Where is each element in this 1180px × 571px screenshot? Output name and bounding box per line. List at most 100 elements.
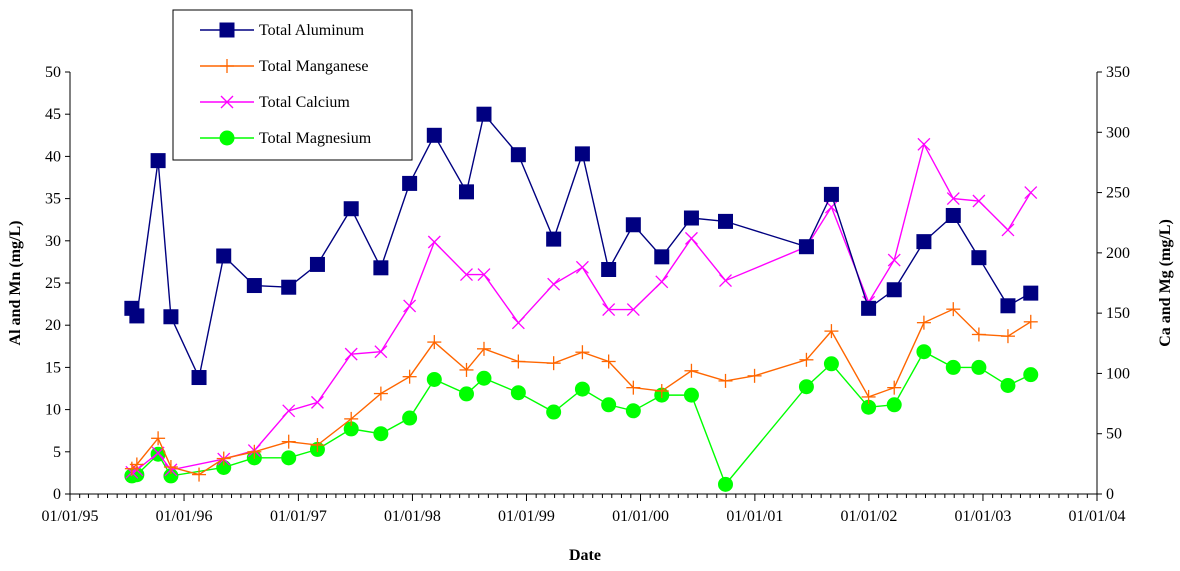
marker-stroke bbox=[824, 200, 838, 214]
legend-item-total-calcium: Total Calcium bbox=[200, 94, 350, 111]
axes: 0 5 10 15 20 25 30 35 40 45 50 0 50 100 150 200 250 300 35… bbox=[42, 64, 1130, 525]
data-point-total-calcium bbox=[946, 192, 960, 206]
marker-stroke bbox=[460, 268, 473, 282]
data-point-total-calcium bbox=[1001, 223, 1015, 237]
legend-label: Total Magnesium bbox=[259, 130, 372, 147]
x-tick-label: 01/01/98 bbox=[384, 508, 441, 525]
data-point-total-aluminum bbox=[945, 207, 961, 223]
x-tick-label: 01/01/02 bbox=[840, 508, 897, 525]
y-left-tick-label: 20 bbox=[45, 317, 61, 334]
data-point-total-aluminum bbox=[426, 127, 442, 143]
data-point-total-manganese bbox=[511, 354, 526, 369]
data-point-total-manganese bbox=[799, 352, 814, 367]
data-point-total-manganese bbox=[916, 315, 931, 330]
y-left-tick-label: 35 bbox=[45, 191, 61, 208]
series-line-total-magnesium bbox=[131, 350, 1032, 486]
legend-label: Total Manganese bbox=[259, 58, 369, 75]
marker-stroke bbox=[403, 299, 417, 313]
x-tick-label: 01/01/95 bbox=[42, 508, 99, 525]
marker-stroke bbox=[575, 260, 589, 274]
data-point-total-aluminum bbox=[718, 213, 734, 229]
x-tick-label: 01/01/04 bbox=[1069, 508, 1126, 525]
data-point-total-manganese bbox=[129, 457, 144, 472]
y-right-tick-label: 150 bbox=[1106, 305, 1130, 322]
data-point-total-magnesium bbox=[476, 370, 492, 386]
data-point-total-calcium bbox=[282, 404, 296, 418]
data-point-total-magnesium bbox=[281, 450, 297, 466]
marker-stroke bbox=[344, 347, 358, 361]
y-right-tick-label: 350 bbox=[1106, 64, 1130, 81]
data-point-total-aluminum bbox=[1023, 285, 1039, 301]
marker-stroke bbox=[972, 194, 986, 208]
x-axis-title: Date bbox=[569, 547, 601, 564]
data-point-total-manganese bbox=[476, 341, 491, 356]
data-point-total-manganese bbox=[575, 345, 590, 360]
y-axis-right-title: Ca and Mg (mg/L) bbox=[1157, 219, 1174, 347]
data-point-total-magnesium bbox=[574, 381, 590, 397]
legend-item-total-manganese: Total Manganese bbox=[200, 58, 369, 75]
data-point-total-aluminum bbox=[1000, 298, 1016, 314]
marker-stroke bbox=[655, 275, 669, 289]
marker-stroke bbox=[602, 303, 616, 316]
marker-stroke bbox=[887, 253, 901, 267]
data-point-total-aluminum bbox=[798, 239, 814, 255]
data-point-total-manganese bbox=[861, 389, 876, 404]
data-point-total-calcium bbox=[655, 275, 669, 289]
legend-label: Total Calcium bbox=[259, 94, 350, 111]
data-point-total-manganese bbox=[1023, 314, 1038, 329]
data-point-total-manganese bbox=[626, 380, 641, 395]
data-point-total-aluminum bbox=[546, 231, 562, 247]
data-point-total-calcium bbox=[460, 268, 473, 282]
y-right-tick-label: 0 bbox=[1106, 486, 1114, 503]
marker-stroke bbox=[477, 268, 491, 282]
data-point-total-manganese bbox=[971, 327, 986, 342]
data-point-total-aluminum bbox=[601, 261, 617, 277]
y-left-tick-label: 45 bbox=[45, 106, 61, 123]
data-point-total-manganese bbox=[402, 369, 417, 384]
series-total-manganese bbox=[124, 302, 1038, 482]
data-point-total-calcium bbox=[972, 194, 986, 208]
data-point-total-manganese bbox=[373, 386, 388, 401]
data-point-total-magnesium bbox=[1023, 367, 1039, 383]
data-point-total-calcium bbox=[344, 347, 358, 361]
data-point-total-magnesium bbox=[886, 397, 902, 413]
data-point-total-magnesium bbox=[1000, 377, 1016, 393]
marker-stroke bbox=[374, 345, 388, 359]
data-point-total-magnesium bbox=[683, 387, 699, 403]
data-point-total-magnesium bbox=[916, 344, 932, 360]
legend-box bbox=[172, 9, 413, 161]
data-point-total-aluminum bbox=[886, 282, 902, 298]
data-point-total-aluminum bbox=[163, 309, 179, 325]
data-point-total-calcium bbox=[151, 446, 165, 460]
legend-item-total-aluminum: Total Aluminum bbox=[200, 22, 365, 39]
data-point-total-manganese bbox=[247, 444, 262, 459]
data-point-total-manganese bbox=[684, 363, 699, 378]
y-left-tick-label: 40 bbox=[45, 148, 61, 165]
data-point-total-manganese bbox=[747, 368, 762, 383]
data-point-total-calcium bbox=[719, 274, 732, 288]
marker-stroke bbox=[626, 303, 640, 316]
data-point-total-aluminum bbox=[191, 370, 207, 386]
marker-stroke bbox=[151, 446, 165, 460]
marker-stroke bbox=[427, 235, 441, 249]
data-point-total-magnesium bbox=[823, 356, 839, 372]
legend-marker bbox=[219, 22, 235, 38]
y-left-tick-label: 50 bbox=[45, 64, 61, 81]
data-point-total-aluminum bbox=[216, 248, 232, 264]
data-point-total-calcium bbox=[427, 235, 441, 249]
y-left-tick-label: 15 bbox=[45, 359, 61, 376]
y-right-tick-label: 100 bbox=[1106, 365, 1130, 382]
series-total-aluminum bbox=[124, 106, 1039, 386]
legend-marker bbox=[220, 59, 234, 73]
legend-label: Total Aluminum bbox=[259, 22, 365, 39]
data-point-total-calcium bbox=[374, 345, 388, 359]
y-left-tick-label: 10 bbox=[45, 402, 61, 419]
data-point-total-aluminum bbox=[861, 300, 877, 316]
legend-marker bbox=[219, 130, 235, 146]
data-point-total-magnesium bbox=[945, 359, 961, 375]
data-point-total-aluminum bbox=[916, 234, 932, 250]
data-point-total-aluminum bbox=[654, 249, 670, 265]
series-total-calcium bbox=[125, 137, 1038, 479]
data-point-total-aluminum bbox=[574, 146, 590, 162]
data-point-total-aluminum bbox=[373, 260, 389, 276]
